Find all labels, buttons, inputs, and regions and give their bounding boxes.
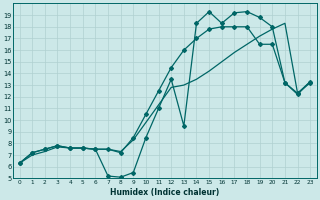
X-axis label: Humidex (Indice chaleur): Humidex (Indice chaleur) bbox=[110, 188, 220, 197]
